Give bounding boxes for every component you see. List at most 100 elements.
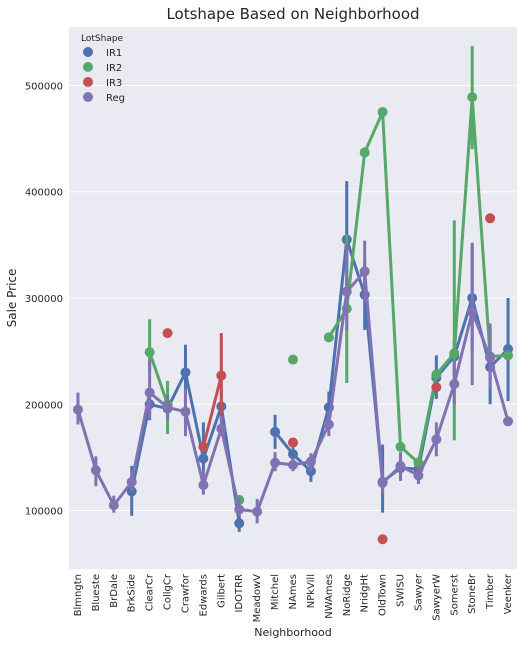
series-line-segment [363, 269, 385, 485]
legend-marker [83, 92, 93, 102]
series-line-segment [345, 150, 367, 311]
x-axis-label: Neighborhood [254, 626, 331, 639]
series-line-segment [345, 238, 367, 297]
data-point [216, 423, 227, 434]
x-tick-label: SWISU [396, 574, 407, 607]
series-ir2 [144, 46, 514, 505]
data-point [431, 434, 442, 445]
x-tick-label: CollgCr [163, 573, 174, 610]
x-tick-label: Edwards [198, 574, 209, 616]
x-tick-label: Veenker [503, 573, 514, 614]
data-point [234, 504, 245, 515]
y-axis-label: Sale Price [5, 269, 19, 328]
data-point [234, 518, 245, 529]
data-point [162, 402, 173, 413]
x-tick-label: NWAmes [324, 574, 335, 619]
data-point [449, 379, 460, 390]
x-tick-label: OldTown [378, 574, 389, 616]
x-tick-label: MeadowV [252, 574, 263, 623]
series-line-segment [363, 110, 385, 154]
series-line-segment [94, 468, 116, 507]
data-point [413, 457, 424, 468]
x-tick-label: Timber [485, 573, 496, 610]
y-tick-label: 100000 [25, 507, 63, 518]
data-point [395, 441, 406, 452]
series-line-segment [452, 310, 474, 386]
series-line-segment [470, 310, 492, 360]
data-point [377, 477, 388, 488]
x-tick-label: Blueste [91, 574, 102, 611]
data-point [503, 350, 514, 361]
data-point [467, 306, 478, 317]
series-ir3 [162, 213, 496, 545]
data-point [323, 419, 334, 430]
data-point [359, 266, 370, 277]
series-line-segment [470, 95, 492, 358]
series-line-segment [255, 461, 277, 514]
data-point [90, 465, 101, 476]
series-line-segment [219, 427, 241, 511]
data-point [485, 213, 496, 224]
legend: LotShape IR1 IR2 IR3 Reg [81, 34, 125, 104]
y-tick-label: 200000 [25, 400, 63, 411]
x-tick-label: SawyerW [431, 574, 442, 621]
data-point [144, 387, 155, 398]
data-point [270, 457, 281, 468]
series-line-segment [452, 95, 474, 355]
series-line-segment [183, 410, 205, 487]
x-tick-label: Blmngtn [73, 574, 84, 616]
data-point [288, 449, 298, 460]
legend-marker [83, 77, 93, 87]
x-tick-label: StoneBr [467, 573, 478, 614]
series-line-segment [327, 290, 349, 426]
legend-label: IR3 [106, 78, 122, 89]
data-point [395, 460, 406, 471]
data-point [288, 459, 298, 470]
data-point [467, 92, 478, 103]
data-point [198, 441, 209, 452]
series-line-segment [488, 356, 510, 423]
x-tick-label: BrkSide [127, 574, 138, 612]
data-point [198, 480, 209, 491]
data-point [485, 352, 496, 363]
x-tick-label: NridgHt [360, 574, 371, 613]
x-tick-label: Crawfor [180, 573, 191, 613]
x-tick-label: ClearCr [145, 573, 156, 611]
data-point [413, 470, 424, 481]
y-tick-label: 500000 [25, 81, 63, 92]
legend-title: LotShape [81, 34, 124, 44]
series-line-segment [452, 296, 474, 358]
series-line-segment [130, 391, 152, 484]
x-tick-label: NoRidge [342, 574, 353, 616]
x-tick-label: Mitchel [270, 574, 281, 610]
data-point [431, 382, 442, 393]
x-tick-label: Sawyer [413, 573, 424, 611]
x-tick-label: NAmes [288, 574, 299, 609]
series-line-segment [130, 402, 152, 493]
series-line-segment [201, 427, 223, 487]
data-point [180, 367, 191, 378]
chart-title: Lotshape Based on Neighborhood [166, 5, 419, 23]
series-line-segment [201, 374, 223, 449]
data-point [377, 534, 388, 545]
data-point [198, 453, 209, 464]
legend-label: IR1 [106, 48, 122, 59]
data-point [72, 404, 83, 415]
data-point [377, 107, 388, 118]
data-point [305, 456, 316, 467]
x-tick-label: BrDale [109, 574, 120, 608]
y-tick-label: 300000 [25, 294, 63, 305]
data-point [449, 348, 460, 359]
series-line-segment [416, 437, 438, 477]
x-tick-label: IDOTRR [234, 574, 245, 613]
data-point [288, 354, 298, 365]
data-point [162, 328, 173, 339]
series-line-segment [76, 408, 98, 472]
data-point [144, 347, 155, 358]
data-point [252, 506, 263, 517]
data-point [216, 370, 227, 381]
series-line-segment [381, 110, 403, 449]
data-point [126, 476, 137, 487]
